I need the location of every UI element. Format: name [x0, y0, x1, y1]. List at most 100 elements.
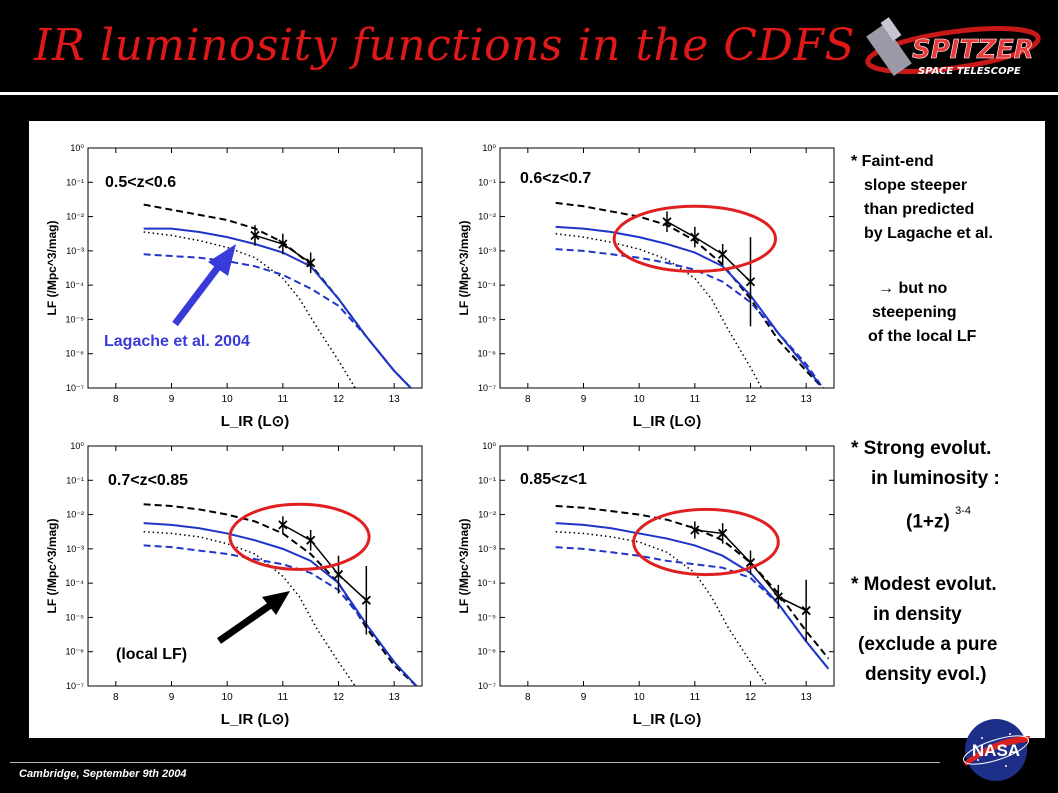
x-tick-label: 8	[113, 394, 119, 405]
y-axis-label: LF (/Mpc^3/mag)	[457, 518, 471, 613]
data-point	[278, 239, 288, 249]
note-line: * Faint-end	[851, 153, 934, 170]
plot-frame	[87, 445, 423, 687]
note-line: * Modest evolut.	[851, 574, 997, 595]
model-curve-blue-solid	[555, 225, 819, 382]
data-point	[306, 258, 316, 268]
spitzer-logo-text: SPITZER	[912, 35, 1034, 65]
slide-title: IR luminosity functions in the CDFS	[34, 20, 856, 71]
model-curve-black-dashed	[143, 203, 412, 388]
series-group	[143, 203, 412, 388]
y-tick-label: 10⁻⁴	[477, 280, 496, 290]
highlight-circle	[228, 502, 371, 571]
x-tick-label: 12	[745, 692, 757, 703]
note-line: (exclude a pure	[858, 634, 998, 655]
y-tick-label: 10⁻²	[66, 212, 84, 222]
content-panel	[29, 121, 1045, 738]
lf-plot: 10⁰ 10⁻¹ 10⁻² 10⁻³ 10⁻⁴ 10⁻⁵ 10⁻⁶ 10⁻⁷ 8 9 10 11 12 1…	[457, 441, 835, 728]
modest-evolution-note: * Modest evolut. in density (exclude a p…	[851, 570, 997, 690]
x-axis-label: L_IR (L⊙)	[221, 711, 289, 728]
y-tick-label: 10⁻²	[478, 510, 496, 520]
model-curve-blue-dashed	[143, 253, 412, 388]
data-point	[718, 249, 728, 259]
x-tick-label: 10	[634, 692, 646, 703]
x-tick-label: 12	[333, 692, 345, 703]
y-tick-label: 10⁰	[70, 143, 84, 153]
y-tick-label: 10⁻⁵	[66, 314, 85, 324]
note-line: than predicted	[864, 201, 975, 218]
data-point	[250, 230, 260, 241]
series-group	[555, 505, 830, 686]
y-tick-label: 10⁰	[482, 441, 496, 451]
data-point	[278, 520, 288, 530]
y-tick-label: 10⁻⁶	[66, 349, 85, 359]
highlight-circle	[612, 204, 778, 273]
model-curve-black-dotted	[555, 530, 768, 686]
y-tick-label: 10⁻⁷	[478, 383, 496, 393]
x-tick-label: 8	[525, 692, 531, 703]
redshift-bin-label: 0.6<z<0.7	[520, 170, 591, 187]
redshift-bin-label: 0.7<z<0.85	[108, 472, 188, 489]
x-axis-label: L_IR (L⊙)	[221, 413, 289, 430]
spitzer-logo-subtext: SPACE TELESCOPE	[918, 66, 1021, 77]
lagache-arrow-head	[208, 244, 236, 276]
y-tick-label: 10⁻⁷	[478, 681, 496, 691]
model-curve-blue-dashed	[143, 544, 418, 686]
x-tick-label: 9	[581, 394, 587, 405]
footer-text: Cambridge, September 9th 2004	[19, 768, 187, 780]
data-point	[801, 605, 811, 616]
data-line	[282, 524, 367, 601]
faint-end-note: * Faint-end slope steeper than predicted…	[851, 150, 993, 246]
x-tick-label: 11	[278, 692, 289, 703]
y-tick-label: 10⁻¹	[478, 475, 496, 485]
y-tick-label: 10⁻⁷	[66, 383, 84, 393]
data-point	[333, 569, 344, 580]
local-lf-arrow	[216, 601, 275, 644]
y-tick-label: 10⁻⁴	[65, 280, 84, 290]
header-divider	[0, 92, 1058, 95]
note-line: by Lagache et al.	[864, 225, 993, 242]
formula-base: (1+z)	[906, 511, 950, 533]
y-tick-label: 10⁻⁵	[66, 612, 85, 622]
x-tick-label: 10	[222, 692, 234, 703]
y-tick-label: 10⁰	[482, 143, 496, 153]
x-tick-label: 13	[389, 394, 401, 405]
note-line: * Strong evolut.	[851, 438, 992, 459]
x-tick-label: 8	[113, 692, 119, 703]
lf-plot: 10⁰ 10⁻¹ 10⁻² 10⁻³ 10⁻⁴ 10⁻⁵ 10⁻⁶ 10⁻⁷ 8 9 10 11 12 1…	[457, 143, 835, 430]
data-point	[745, 277, 756, 287]
local-lf-label: (local LF)	[116, 646, 187, 663]
data-point	[361, 595, 371, 605]
note-line: slope steeper	[864, 177, 968, 194]
y-tick-label: 10⁻³	[478, 246, 496, 256]
x-tick-label: 9	[169, 692, 175, 703]
note-line: in luminosity :	[871, 468, 1000, 489]
y-axis-label: LF (/Mpc^3/mag)	[457, 220, 471, 315]
model-curve-black-dashed	[555, 505, 830, 660]
y-tick-label: 10⁻⁶	[478, 349, 497, 359]
x-tick-label: 11	[690, 692, 701, 703]
x-axis-label: L_IR (L⊙)	[633, 413, 701, 430]
x-tick-label: 11	[278, 394, 289, 405]
data-point	[718, 528, 728, 539]
spitzer-logo: SPITZER SPACE TELESCOPE	[865, 17, 1041, 77]
highlight-circle	[632, 507, 780, 577]
x-axis-label: L_IR (L⊙)	[633, 711, 701, 728]
data-line	[666, 221, 752, 283]
nasa-logo-text: NASA	[972, 741, 1020, 760]
x-tick-label: 8	[525, 394, 531, 405]
data-point	[773, 592, 783, 602]
y-tick-label: 10⁻¹	[66, 177, 84, 187]
note-line: steepening	[872, 304, 957, 321]
y-tick-label: 10⁰	[70, 441, 84, 451]
redshift-bin-label: 0.5<z<0.6	[105, 174, 176, 191]
model-curve-blue-dashed	[555, 546, 830, 670]
x-tick-label: 13	[801, 394, 813, 405]
model-curve-black-dotted	[143, 231, 356, 388]
y-tick-label: 10⁻⁷	[66, 681, 84, 691]
model-curve-blue-solid	[555, 522, 830, 670]
x-tick-label: 9	[169, 394, 175, 405]
y-tick-label: 10⁻⁵	[478, 314, 497, 324]
evolution-formula: (1+z) 3-4	[906, 505, 971, 533]
